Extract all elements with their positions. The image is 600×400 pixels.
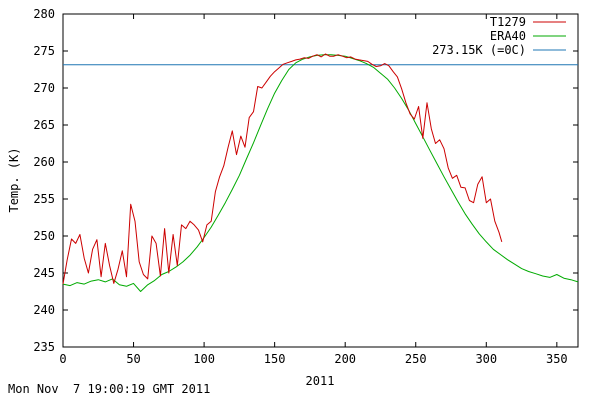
legend-entry-era40-label: ERA40 [490,29,526,43]
y-tick-label: 275 [33,44,55,58]
y-tick-label: 245 [33,266,55,280]
x-tick-label: 350 [546,352,568,366]
plot-border [62,13,579,348]
x-tick-label: 150 [264,352,286,366]
y-tick-label: 255 [33,192,55,206]
y-tick-label: 280 [33,7,55,21]
x-tick-label: 50 [126,352,140,366]
legend-entry-reference-label: 273.15K (=0C) [432,43,526,57]
tick-labels: 0 50 100 150 200 250 300 350 235 240 245 250 255 260 2… [33,7,567,366]
plot-frame [62,13,579,348]
series-layer [62,53,579,292]
y-tick-label: 235 [33,340,55,354]
y-axis-label: Temp. (K) [7,147,21,212]
x-tick-label: 300 [475,352,497,366]
x-tick-label: 200 [334,352,356,366]
x-axis-label: 2011 [306,374,335,388]
y-tick-label: 265 [33,118,55,132]
footer-timestamp: Mon Nov 7 19:00:19 GMT 2011 [8,382,211,396]
series-line-era40 [62,54,579,292]
y-tick-label: 250 [33,229,55,243]
x-tick-label: 100 [193,352,215,366]
y-tick-label: 240 [33,303,55,317]
y-tick-label: 270 [33,81,55,95]
x-tick-label: 250 [405,352,427,366]
y-tick-label: 260 [33,155,55,169]
legend-entry-t1279-label: T1279 [490,15,526,29]
x-tick-label: 0 [59,352,66,366]
series-line-t1279 [62,53,503,285]
tick-marks [62,13,578,348]
y-axis-label-group: Temp. (K) [7,147,21,212]
